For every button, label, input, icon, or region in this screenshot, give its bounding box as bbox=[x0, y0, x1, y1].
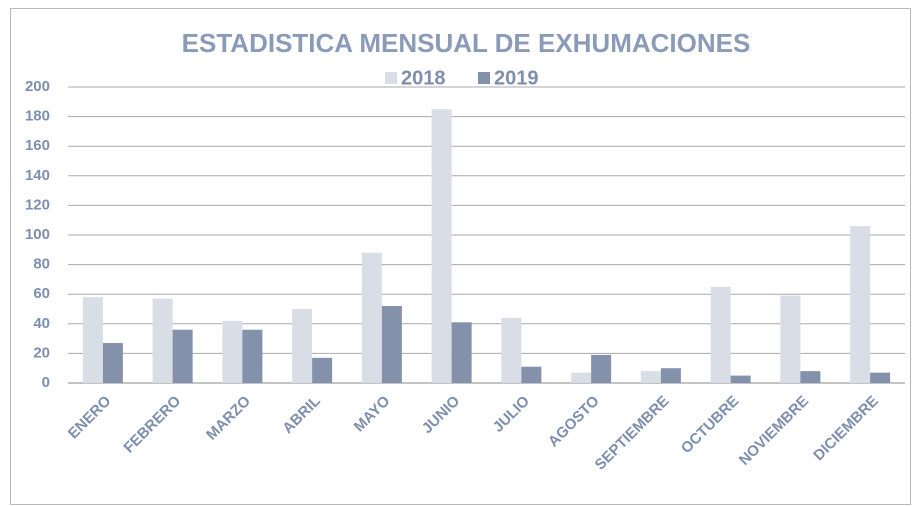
bar bbox=[381, 306, 402, 383]
bar bbox=[800, 371, 821, 383]
bar bbox=[222, 320, 243, 383]
bar bbox=[152, 298, 173, 383]
legend-label: 2019 bbox=[494, 67, 539, 89]
bar bbox=[242, 329, 263, 383]
bar bbox=[451, 322, 472, 383]
bar bbox=[660, 368, 681, 383]
bar bbox=[82, 297, 103, 383]
legend-swatch bbox=[385, 72, 397, 84]
legend-label: 2018 bbox=[401, 67, 446, 89]
bar bbox=[501, 317, 522, 383]
y-tick-label: 0 bbox=[42, 374, 50, 391]
bar bbox=[850, 226, 871, 383]
bar bbox=[870, 372, 891, 383]
bar bbox=[172, 329, 193, 383]
y-tick-label: 180 bbox=[25, 108, 50, 125]
bar bbox=[292, 309, 313, 383]
y-tick-label: 160 bbox=[25, 137, 50, 154]
bar bbox=[361, 252, 382, 383]
bar bbox=[521, 366, 542, 383]
bar bbox=[312, 357, 333, 383]
bar bbox=[780, 295, 801, 383]
y-tick-label: 200 bbox=[25, 78, 50, 95]
y-tick-label: 120 bbox=[25, 196, 50, 213]
y-tick-label: 140 bbox=[25, 167, 50, 184]
bar bbox=[102, 343, 123, 383]
bar bbox=[591, 354, 612, 383]
chart-frame bbox=[10, 8, 911, 505]
bar bbox=[571, 372, 592, 383]
bar bbox=[431, 109, 452, 383]
y-tick-label: 100 bbox=[25, 226, 50, 243]
y-tick-label: 20 bbox=[33, 344, 50, 361]
bar bbox=[730, 375, 751, 383]
y-tick-label: 80 bbox=[33, 256, 50, 273]
bar bbox=[640, 371, 661, 383]
chart-title: ESTADISTICA MENSUAL DE EXHUMACIONES bbox=[182, 28, 751, 58]
y-tick-label: 40 bbox=[33, 315, 50, 332]
bar bbox=[710, 286, 731, 383]
legend-swatch bbox=[478, 72, 490, 84]
y-tick-label: 60 bbox=[33, 285, 50, 302]
